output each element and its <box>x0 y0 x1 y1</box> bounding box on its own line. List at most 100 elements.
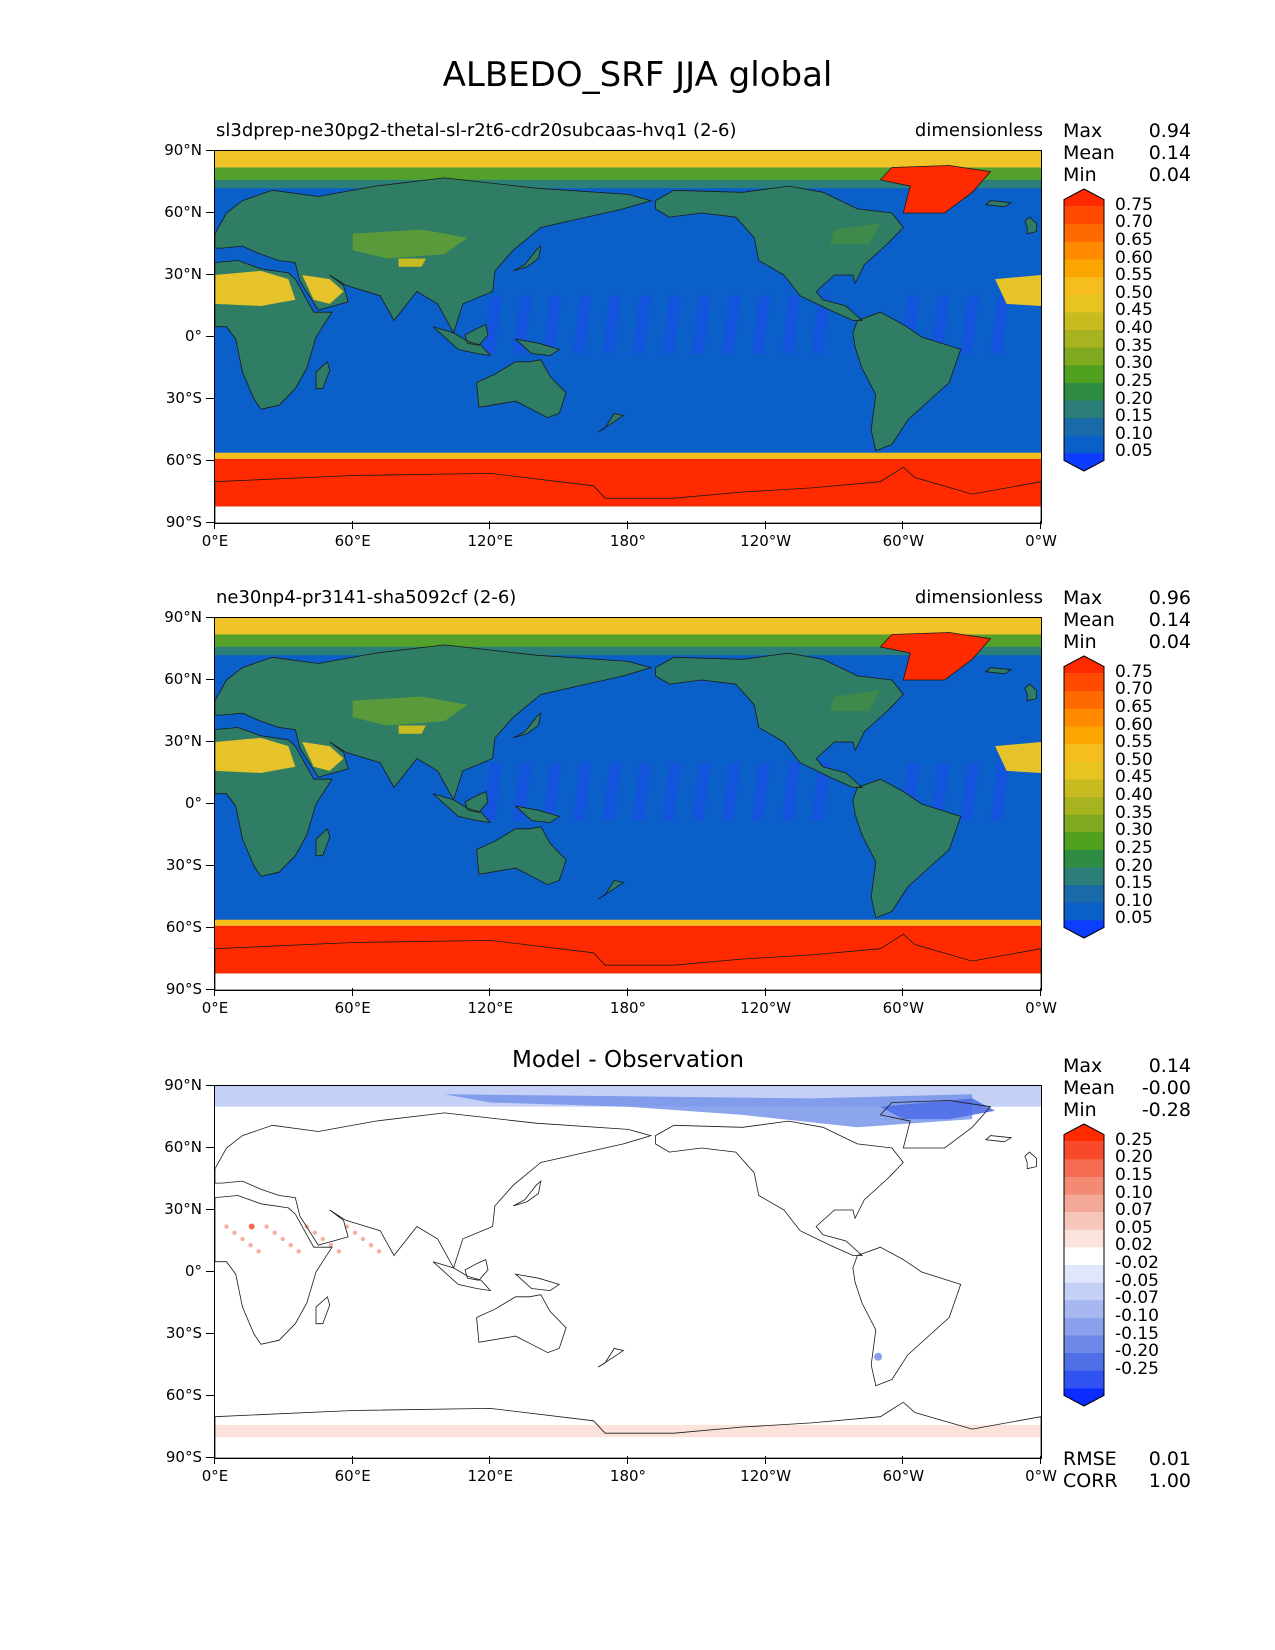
colorbar-segment <box>1064 920 1104 938</box>
colorbar-segment <box>1064 744 1104 763</box>
y-tick-label: 60°S <box>150 918 214 936</box>
colorbar-tick-label: 0.20 <box>1115 388 1153 409</box>
colorbar-tick-label: 0.30 <box>1115 353 1153 374</box>
stat-mean-value: 0.14 <box>1148 609 1191 631</box>
error-stats: RMSE 0.01 CORR 1.00 <box>1063 1448 1191 1492</box>
stat-mean-value: -0.00 <box>1141 1077 1191 1099</box>
colorbar-segment <box>1064 779 1104 798</box>
x-tick-label: 0°E <box>185 1456 245 1485</box>
y-tick-label: 60°S <box>150 1386 214 1404</box>
y-tick-label: 0° <box>150 1262 214 1280</box>
colorbar-tick-label: 0.05 <box>1115 1217 1153 1238</box>
colorbar-outline <box>1063 655 1105 939</box>
colorbar-segment <box>1064 1212 1104 1231</box>
colorbar-svg <box>1063 1123 1105 1407</box>
y-tick-label: 90°S <box>150 980 214 998</box>
colorbar-tick-label: 0.10 <box>1115 890 1153 911</box>
y-tick-label: 90°N <box>150 141 214 159</box>
panel-model-test: sl3dprep-ne30pg2-thetal-sl-r2t6-cdr20sub… <box>0 120 1275 580</box>
y-tick-label: 30°S <box>150 389 214 407</box>
stats-block: Max 0.96 Mean 0.14 Min 0.04 <box>1063 587 1191 653</box>
colorbar-tick-label: 0.15 <box>1115 873 1153 894</box>
stat-min-label: Min <box>1063 631 1097 653</box>
colorbar-segment <box>1064 885 1104 904</box>
stat-max-label: Max <box>1063 1055 1103 1077</box>
colorbar-tick-label: 0.35 <box>1115 335 1153 356</box>
x-tick-label: 60°E <box>323 521 383 550</box>
x-tick-label: 180° <box>598 988 658 1017</box>
x-tick-label: 0°W <box>1011 521 1071 550</box>
colorbar-segment <box>1064 761 1104 780</box>
x-tick-label: 60°E <box>323 988 383 1017</box>
colorbar-tick-label: 0.60 <box>1115 714 1153 735</box>
colorbar-segment <box>1064 400 1104 419</box>
colorbar-segment <box>1064 330 1104 349</box>
colorbar-segment <box>1064 435 1104 454</box>
colorbar-tick-label: -0.02 <box>1115 1253 1159 1273</box>
y-tick-label: 60°S <box>150 451 214 469</box>
colorbar-segment <box>1064 453 1104 471</box>
x-tick-label: 120°W <box>736 988 796 1017</box>
stat-max-value: 0.14 <box>1148 1055 1191 1077</box>
colorbar-segment <box>1064 814 1104 833</box>
colorbar <box>1063 655 1105 943</box>
colorbar-tick-label: 0.10 <box>1115 1182 1153 1203</box>
x-tick-label: 120°E <box>460 988 520 1017</box>
colorbar-segment <box>1064 849 1104 868</box>
x-tick-label: 60°W <box>873 521 933 550</box>
colorbar-segment <box>1064 312 1104 331</box>
colorbar-tick-label: 0.20 <box>1115 1147 1153 1168</box>
y-tick-label: 0° <box>150 794 214 812</box>
colorbar-segment <box>1064 1247 1104 1266</box>
stat-mean-label: Mean <box>1063 609 1115 631</box>
colorbar-tick-label: 0.25 <box>1115 370 1153 391</box>
colorbar-tick-label: 0.25 <box>1115 837 1153 858</box>
colorbar-tick-label: 0.55 <box>1115 732 1153 753</box>
x-tick-label: 60°E <box>323 1456 383 1485</box>
colorbar-segment <box>1064 206 1104 225</box>
colorbar-tick-label: 0.02 <box>1115 1235 1153 1256</box>
colorbar-tick-label: 0.70 <box>1115 212 1153 233</box>
colorbar-segment <box>1064 365 1104 384</box>
colorbar-tick-label: 0.70 <box>1115 679 1153 700</box>
colorbar-segment <box>1064 1353 1104 1372</box>
y-tick-label: 90°S <box>150 513 214 531</box>
colorbar-segment <box>1064 418 1104 437</box>
colorbar-tick-label: 0.05 <box>1115 908 1153 929</box>
colorbar-segment <box>1064 726 1104 745</box>
colorbar-segment <box>1064 1388 1104 1406</box>
colorbar-segment <box>1064 347 1104 366</box>
panel-title-center: Model - Observation <box>511 1047 745 1073</box>
colorbar-tick-label: 0.65 <box>1115 229 1153 250</box>
y-tick-label: 90°S <box>150 1448 214 1466</box>
colorbar-segment <box>1064 1229 1104 1248</box>
y-tick-label: 30°N <box>150 265 214 283</box>
y-tick-label: 30°N <box>150 732 214 750</box>
corr-value: 1.00 <box>1148 1470 1191 1492</box>
x-tick-label: 0°W <box>1011 1456 1071 1485</box>
x-tick-label: 60°W <box>873 988 933 1017</box>
colorbar-outline <box>1063 188 1105 472</box>
colorbar-segment <box>1064 1176 1104 1195</box>
panel-units: dimensionless <box>914 587 1043 608</box>
y-tick-label: 60°N <box>150 203 214 221</box>
colorbar-tick-label: 0.50 <box>1115 282 1153 303</box>
colorbar-tick-label: 0.30 <box>1115 820 1153 841</box>
map-plot-area <box>214 1085 1042 1459</box>
colorbar-segment <box>1064 277 1104 296</box>
colorbar <box>1063 188 1105 476</box>
x-tick-label: 180° <box>598 1456 658 1485</box>
colorbar-segment <box>1064 832 1104 851</box>
colorbar-tick-label: -0.07 <box>1115 1288 1159 1309</box>
colorbar-tick-label: -0.10 <box>1115 1305 1159 1326</box>
stat-min-value: 0.04 <box>1148 164 1191 186</box>
colorbar-tick-label: 0.45 <box>1115 300 1153 321</box>
colorbar-tick-label: 0.15 <box>1115 1164 1153 1185</box>
y-tick-label: 30°S <box>150 856 214 874</box>
colorbar-tick-label: 0.45 <box>1115 767 1153 788</box>
x-tick-label: 0°E <box>185 988 245 1017</box>
panel-difference: Model - Observation Max 0.14 Mean -0.00 Mi… <box>0 1047 1275 1515</box>
colorbar-segment <box>1064 294 1104 313</box>
colorbar-tick-label: -0.05 <box>1115 1270 1159 1291</box>
panel-model-reference: ne30np4-pr3141-sha5092cf (2-6) dimension… <box>0 587 1275 1047</box>
